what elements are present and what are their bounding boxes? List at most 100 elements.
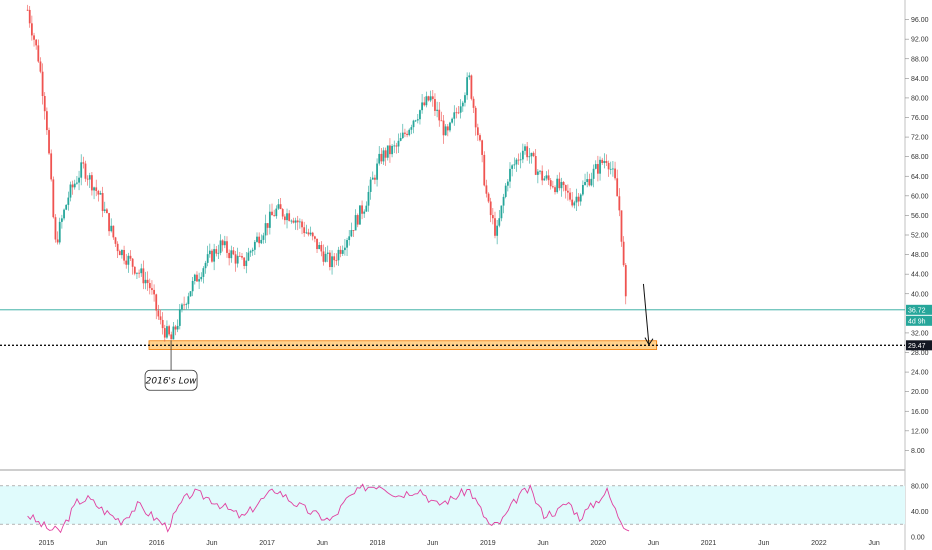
candle-body (481, 140, 484, 155)
candle-body (586, 179, 589, 183)
candle-body (616, 178, 619, 197)
candle-body (58, 221, 61, 243)
candle-body (404, 132, 406, 134)
candle-body (279, 204, 282, 210)
candle-body (268, 211, 271, 228)
candle-body (219, 240, 222, 253)
price-badges: 36.72 4d 9h 29.47 (906, 304, 932, 351)
arrow-head (644, 337, 654, 346)
candle-body (328, 252, 331, 268)
candle-body (292, 220, 295, 223)
candle-body (253, 241, 256, 250)
candle-body (459, 106, 462, 113)
candle-body (532, 152, 535, 157)
candle-body (223, 241, 226, 246)
candlestick-series (26, 4, 627, 342)
candle-body (423, 102, 426, 106)
candle-body (228, 252, 231, 259)
candle-body (485, 185, 488, 194)
candle-body (348, 236, 351, 241)
candle-body (48, 130, 50, 154)
y-tick-label: 88.00 (911, 56, 929, 63)
candle-body (86, 178, 89, 180)
candle-body (69, 184, 72, 198)
candle-body (521, 150, 524, 160)
candle-body (30, 23, 33, 36)
y-tick-label: 56.00 (911, 213, 929, 220)
candle-body (333, 256, 336, 261)
rsi-pane[interactable]: 80.00 40.00 0.00 (0, 483, 929, 542)
y-tick-label: 20.00 (911, 389, 929, 396)
candle-body (554, 187, 556, 193)
candle-body (618, 196, 621, 211)
level-label: 29.47 (908, 343, 926, 350)
candle-body (624, 265, 627, 297)
candle-body (37, 45, 40, 62)
candle-body (211, 250, 213, 262)
x-tick-label: Jun (317, 540, 328, 547)
candle-body (35, 39, 38, 46)
rsi-axis[interactable]: 80.00 40.00 0.00 (911, 483, 929, 541)
candle-body (95, 187, 98, 191)
candle-body (264, 223, 267, 236)
x-tick-label: 2022 (811, 540, 827, 547)
candle-body (326, 252, 329, 254)
time-axis[interactable]: Jun 2015 Jun 2016 Jun 2017 Jun 2018 Jun 2019 Jun 20… (0, 540, 880, 547)
candle-body (468, 75, 471, 78)
candle-body (60, 218, 63, 222)
candle-body (513, 164, 516, 166)
countdown-label: 4d 9h (908, 318, 926, 325)
candle-body (181, 304, 183, 310)
candle-body (33, 35, 35, 40)
candle-body (97, 190, 100, 195)
candle-body (91, 175, 93, 191)
candle-body (344, 247, 346, 251)
candle-body (127, 255, 130, 265)
candle-body (489, 201, 492, 216)
candle-body (620, 210, 623, 242)
candle-body (389, 145, 391, 155)
candle-body (281, 209, 284, 217)
candle-body (509, 168, 511, 182)
candle-body (350, 230, 353, 237)
rsi-band (0, 485, 905, 525)
candle-body (114, 237, 117, 244)
candle-body (241, 256, 243, 258)
callout-box (144, 369, 198, 391)
candle-body (200, 276, 203, 280)
candle-body (247, 252, 250, 261)
candle-body (359, 205, 361, 225)
candle-body (376, 163, 378, 180)
candle-body (71, 184, 74, 188)
candle-body (500, 205, 503, 219)
x-tick-label: Jun (206, 540, 217, 547)
candle-body (401, 132, 404, 139)
candle-body (530, 152, 533, 157)
y-tick-label: 96.00 (911, 17, 929, 24)
candle-body (258, 236, 261, 244)
candle-body (187, 296, 190, 305)
candle-body (286, 213, 288, 221)
candle-body (369, 179, 372, 192)
y-tick-label: 12.00 (911, 428, 929, 435)
candle-body (599, 159, 601, 174)
candle-body (446, 126, 449, 131)
candle-body (584, 182, 586, 185)
y-tick-label: 92.00 (911, 37, 929, 44)
candle-body (380, 153, 383, 162)
candle-body (382, 150, 385, 162)
candle-body (256, 236, 258, 242)
low-callout: 2016's Low (144, 340, 198, 391)
price-axis[interactable]: 96.00 92.00 88.00 84.00 80.00 76.00 72.00 68.00… (905, 17, 929, 455)
candle-body (112, 225, 115, 238)
candle-body (504, 185, 507, 197)
candle-body (136, 272, 138, 274)
x-tick-label: 2017 (259, 540, 275, 547)
candle-body (63, 209, 65, 219)
candle-body (116, 243, 119, 252)
candle-body (539, 170, 541, 172)
level-badge (906, 340, 932, 351)
candle-body (82, 162, 85, 164)
last-price-label: 36.72 (908, 307, 926, 314)
